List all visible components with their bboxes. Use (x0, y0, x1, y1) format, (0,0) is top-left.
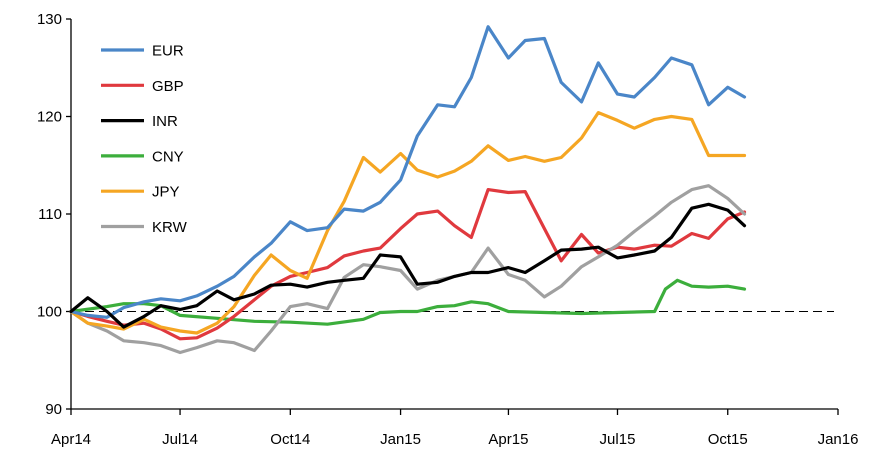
y-tick-label: 110 (38, 206, 62, 223)
legend-label: CNY (152, 148, 184, 165)
x-tick-label: Jul14 (162, 431, 198, 448)
legend-label: INR (152, 113, 178, 130)
legend-item-krw: KRW (101, 219, 188, 236)
x-tick-label: Oct14 (270, 431, 310, 448)
legend-label: GBP (152, 78, 184, 95)
series-line-gbp (69, 188, 747, 341)
series-line-eur (69, 25, 747, 319)
legend-label: KRW (152, 219, 188, 236)
series-line-inr (69, 202, 747, 329)
legend-label: JPY (152, 184, 180, 201)
legend-item-cny: CNY (101, 148, 184, 165)
series-line-krw (69, 184, 747, 355)
y-tick-label: 100 (37, 304, 62, 321)
series-line-cny (69, 278, 747, 326)
legend-item-gbp: GBP (101, 78, 184, 95)
series-lines (69, 25, 747, 355)
x-tick-label: Jan16 (818, 431, 859, 448)
y-tick-label: 90 (45, 401, 62, 418)
x-tick-label: Jan15 (380, 431, 421, 448)
legend: EUR GBP INR CNY JPY KRW (101, 43, 188, 236)
legend-item-inr: INR (101, 113, 178, 130)
x-tick-label: Jul15 (600, 431, 636, 448)
chart-axes: 90 100 110 120 130 Apr14 Jul14 Oct14 Jan15 Apr15 J… (37, 11, 858, 448)
legend-label: EUR (152, 43, 184, 60)
legend-item-jpy: JPY (101, 184, 180, 201)
x-tick-label: Oct15 (708, 431, 748, 448)
x-tick-label: Apr15 (488, 431, 528, 448)
y-tick-label: 120 (37, 109, 62, 126)
x-tick-label: Apr14 (51, 431, 91, 448)
y-tick-label: 130 (37, 11, 62, 28)
legend-item-eur: EUR (101, 43, 184, 60)
